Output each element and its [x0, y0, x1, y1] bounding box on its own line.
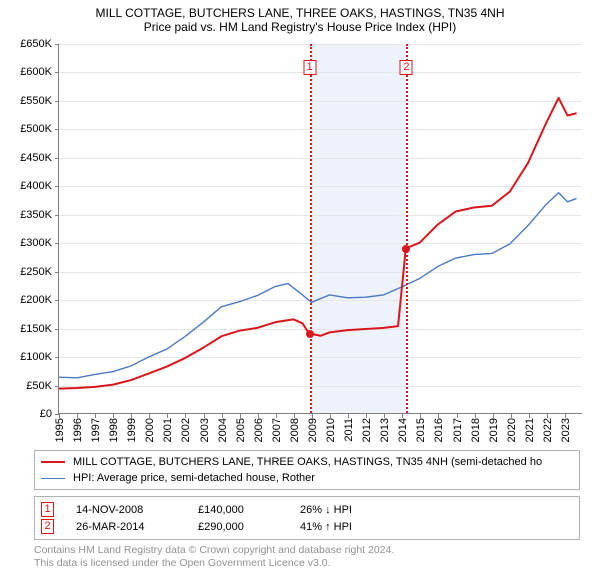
x-axis-label: 2001 — [162, 418, 174, 442]
event-row-change: 41% ↑ HPI — [300, 521, 352, 533]
y-axis-label: £250K — [2, 266, 52, 278]
legend-label-price: MILL COTTAGE, BUTCHERS LANE, THREE OAKS,… — [73, 456, 542, 468]
x-axis-label: 2014 — [397, 418, 409, 442]
y-tick — [55, 386, 59, 387]
chart-title-address: MILL COTTAGE, BUTCHERS LANE, THREE OAKS,… — [0, 6, 600, 20]
event-row-date: 14-NOV-2008 — [76, 504, 176, 516]
y-axis-label: £650K — [2, 38, 52, 50]
x-axis-label: 2023 — [560, 418, 572, 442]
event-row-badge: 2 — [41, 519, 54, 534]
legend-swatch-hpi — [41, 478, 65, 479]
legend-swatch-price — [41, 461, 65, 463]
event-row: 2 26-MAR-2014 £290,000 41% ↑ HPI — [41, 518, 573, 535]
series-line — [59, 193, 577, 378]
event-marker — [306, 330, 314, 338]
data-lines — [59, 44, 582, 413]
event-line — [406, 44, 408, 413]
y-axis-label: £100K — [2, 351, 52, 363]
x-axis-label: 2013 — [379, 418, 391, 442]
y-tick — [55, 101, 59, 102]
y-axis-label: £300K — [2, 237, 52, 249]
event-row-price: £290,000 — [198, 521, 278, 533]
x-axis-label: 2002 — [180, 418, 192, 442]
y-axis-label: £500K — [2, 123, 52, 135]
y-axis-label: £0 — [2, 408, 52, 420]
legend-row-hpi: HPI: Average price, semi-detached house,… — [41, 470, 573, 486]
x-axis-label: 2000 — [144, 418, 156, 442]
x-axis-label: 2003 — [199, 418, 211, 442]
y-tick — [55, 129, 59, 130]
footnote-line2: This data is licensed under the Open Gov… — [34, 557, 580, 570]
x-axis-label: 2006 — [253, 418, 265, 442]
y-tick — [55, 357, 59, 358]
event-line — [310, 44, 312, 413]
x-axis-label: 1997 — [90, 418, 102, 442]
y-tick — [55, 243, 59, 244]
y-axis-label: £150K — [2, 323, 52, 335]
y-tick — [55, 300, 59, 301]
x-axis-label: 2020 — [506, 418, 518, 442]
x-axis-label: 2016 — [433, 418, 445, 442]
event-row-badge: 1 — [41, 502, 54, 517]
x-axis-label: 2005 — [235, 418, 247, 442]
chart-area: 12 £0£50K£100K£150K£200K£250K£300K£350K£… — [58, 44, 582, 414]
x-axis-label: 2017 — [452, 418, 464, 442]
x-axis-label: 2008 — [289, 418, 301, 442]
x-axis-label: 1998 — [108, 418, 120, 442]
event-marker — [402, 245, 410, 253]
series-legend: MILL COTTAGE, BUTCHERS LANE, THREE OAKS,… — [34, 450, 580, 490]
plot-region: 12 — [58, 44, 582, 414]
events-legend: 1 14-NOV-2008 £140,000 26% ↓ HPI 2 26-MAR-201… — [34, 496, 580, 540]
chart-container: MILL COTTAGE, BUTCHERS LANE, THREE OAKS,… — [0, 0, 600, 560]
x-axis-label: 1995 — [54, 418, 66, 442]
y-tick — [55, 272, 59, 273]
x-axis-label: 2004 — [217, 418, 229, 442]
event-row: 1 14-NOV-2008 £140,000 26% ↓ HPI — [41, 501, 573, 518]
x-axis-label: 2018 — [470, 418, 482, 442]
y-axis-label: £50K — [2, 380, 52, 392]
x-axis-label: 2021 — [524, 418, 536, 442]
y-axis-label: £550K — [2, 95, 52, 107]
event-row-price: £140,000 — [198, 504, 278, 516]
y-axis-label: £450K — [2, 152, 52, 164]
footnote: Contains HM Land Registry data © Crown c… — [34, 544, 580, 570]
x-axis-label: 2022 — [542, 418, 554, 442]
legend-label-hpi: HPI: Average price, semi-detached house,… — [73, 472, 315, 484]
y-tick — [55, 72, 59, 73]
y-tick — [55, 329, 59, 330]
x-axis-label: 1996 — [72, 418, 84, 442]
y-tick — [55, 186, 59, 187]
x-axis-label: 2011 — [343, 418, 355, 442]
y-tick — [55, 215, 59, 216]
x-axis-label: 2019 — [488, 418, 500, 442]
event-badge: 2 — [400, 60, 413, 75]
event-row-change: 26% ↓ HPI — [300, 504, 352, 516]
x-axis-label: 2007 — [271, 418, 283, 442]
x-axis-label: 2015 — [415, 418, 427, 442]
x-axis-label: 2009 — [307, 418, 319, 442]
event-row-date: 26-MAR-2014 — [76, 521, 176, 533]
y-axis-label: £400K — [2, 180, 52, 192]
event-badge: 1 — [303, 60, 316, 75]
y-axis-label: £600K — [2, 66, 52, 78]
legend-row-price: MILL COTTAGE, BUTCHERS LANE, THREE OAKS,… — [41, 454, 573, 470]
x-axis-label: 1999 — [126, 418, 138, 442]
x-axis-label: 2010 — [325, 418, 337, 442]
y-axis-label: £200K — [2, 294, 52, 306]
x-axis-label: 2012 — [361, 418, 373, 442]
series-line — [59, 98, 577, 389]
y-axis-label: £350K — [2, 209, 52, 221]
title-block: MILL COTTAGE, BUTCHERS LANE, THREE OAKS,… — [0, 0, 600, 34]
legend-and-notes: MILL COTTAGE, BUTCHERS LANE, THREE OAKS,… — [34, 450, 580, 570]
y-tick — [55, 44, 59, 45]
chart-title-sub: Price paid vs. HM Land Registry's House … — [0, 20, 600, 34]
y-tick — [55, 158, 59, 159]
footnote-line1: Contains HM Land Registry data © Crown c… — [34, 544, 580, 557]
